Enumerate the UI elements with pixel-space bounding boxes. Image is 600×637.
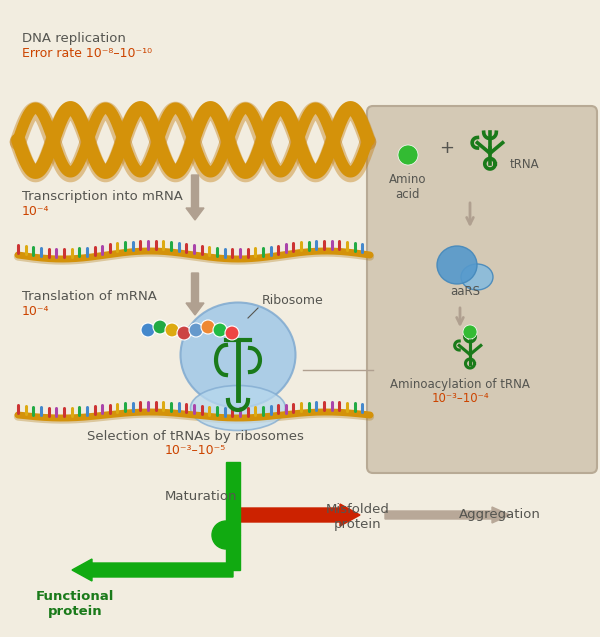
Circle shape <box>213 323 227 337</box>
Bar <box>226 535 240 570</box>
Circle shape <box>165 323 179 337</box>
Text: DNA replication: DNA replication <box>22 32 126 45</box>
Ellipse shape <box>181 303 296 408</box>
Circle shape <box>177 326 191 340</box>
Ellipse shape <box>437 246 477 284</box>
FancyArrow shape <box>240 504 360 526</box>
Circle shape <box>153 320 167 334</box>
Text: Aggregation: Aggregation <box>459 508 541 521</box>
Ellipse shape <box>461 264 493 290</box>
Text: 10⁻³–10⁻⁴: 10⁻³–10⁻⁴ <box>431 392 489 405</box>
Text: 10⁻⁴: 10⁻⁴ <box>22 305 49 318</box>
Text: Translation of mRNA: Translation of mRNA <box>22 290 157 303</box>
Circle shape <box>141 323 155 337</box>
FancyArrow shape <box>226 462 240 535</box>
Circle shape <box>463 325 477 339</box>
FancyArrow shape <box>186 175 204 220</box>
Text: 10⁻³–10⁻⁵: 10⁻³–10⁻⁵ <box>164 444 226 457</box>
Circle shape <box>225 326 239 340</box>
Text: Amino
acid: Amino acid <box>389 173 427 201</box>
Circle shape <box>189 323 203 337</box>
Text: Aminoacylation of tRNA: Aminoacylation of tRNA <box>390 378 530 391</box>
Text: 10⁻⁴: 10⁻⁴ <box>22 205 49 218</box>
Text: Selection of tRNAs by ribosomes: Selection of tRNAs by ribosomes <box>86 430 304 443</box>
Ellipse shape <box>191 385 286 431</box>
Text: Transcription into mRNA: Transcription into mRNA <box>22 190 183 203</box>
FancyArrow shape <box>385 507 510 523</box>
FancyArrow shape <box>72 559 233 581</box>
Circle shape <box>212 521 240 549</box>
Text: Error rate 10⁻⁸–10⁻¹⁰: Error rate 10⁻⁸–10⁻¹⁰ <box>22 47 152 60</box>
Text: Functional
protein: Functional protein <box>36 590 114 618</box>
Text: Ribosome: Ribosome <box>262 294 324 307</box>
FancyBboxPatch shape <box>367 106 597 473</box>
FancyArrow shape <box>186 273 204 315</box>
Text: Maturation: Maturation <box>165 490 238 503</box>
Circle shape <box>398 145 418 165</box>
Text: Misfolded
protein: Misfolded protein <box>326 503 390 531</box>
Text: tRNA: tRNA <box>510 158 539 171</box>
Circle shape <box>201 320 215 334</box>
Text: +: + <box>439 139 455 157</box>
Text: aaRS: aaRS <box>450 285 480 298</box>
